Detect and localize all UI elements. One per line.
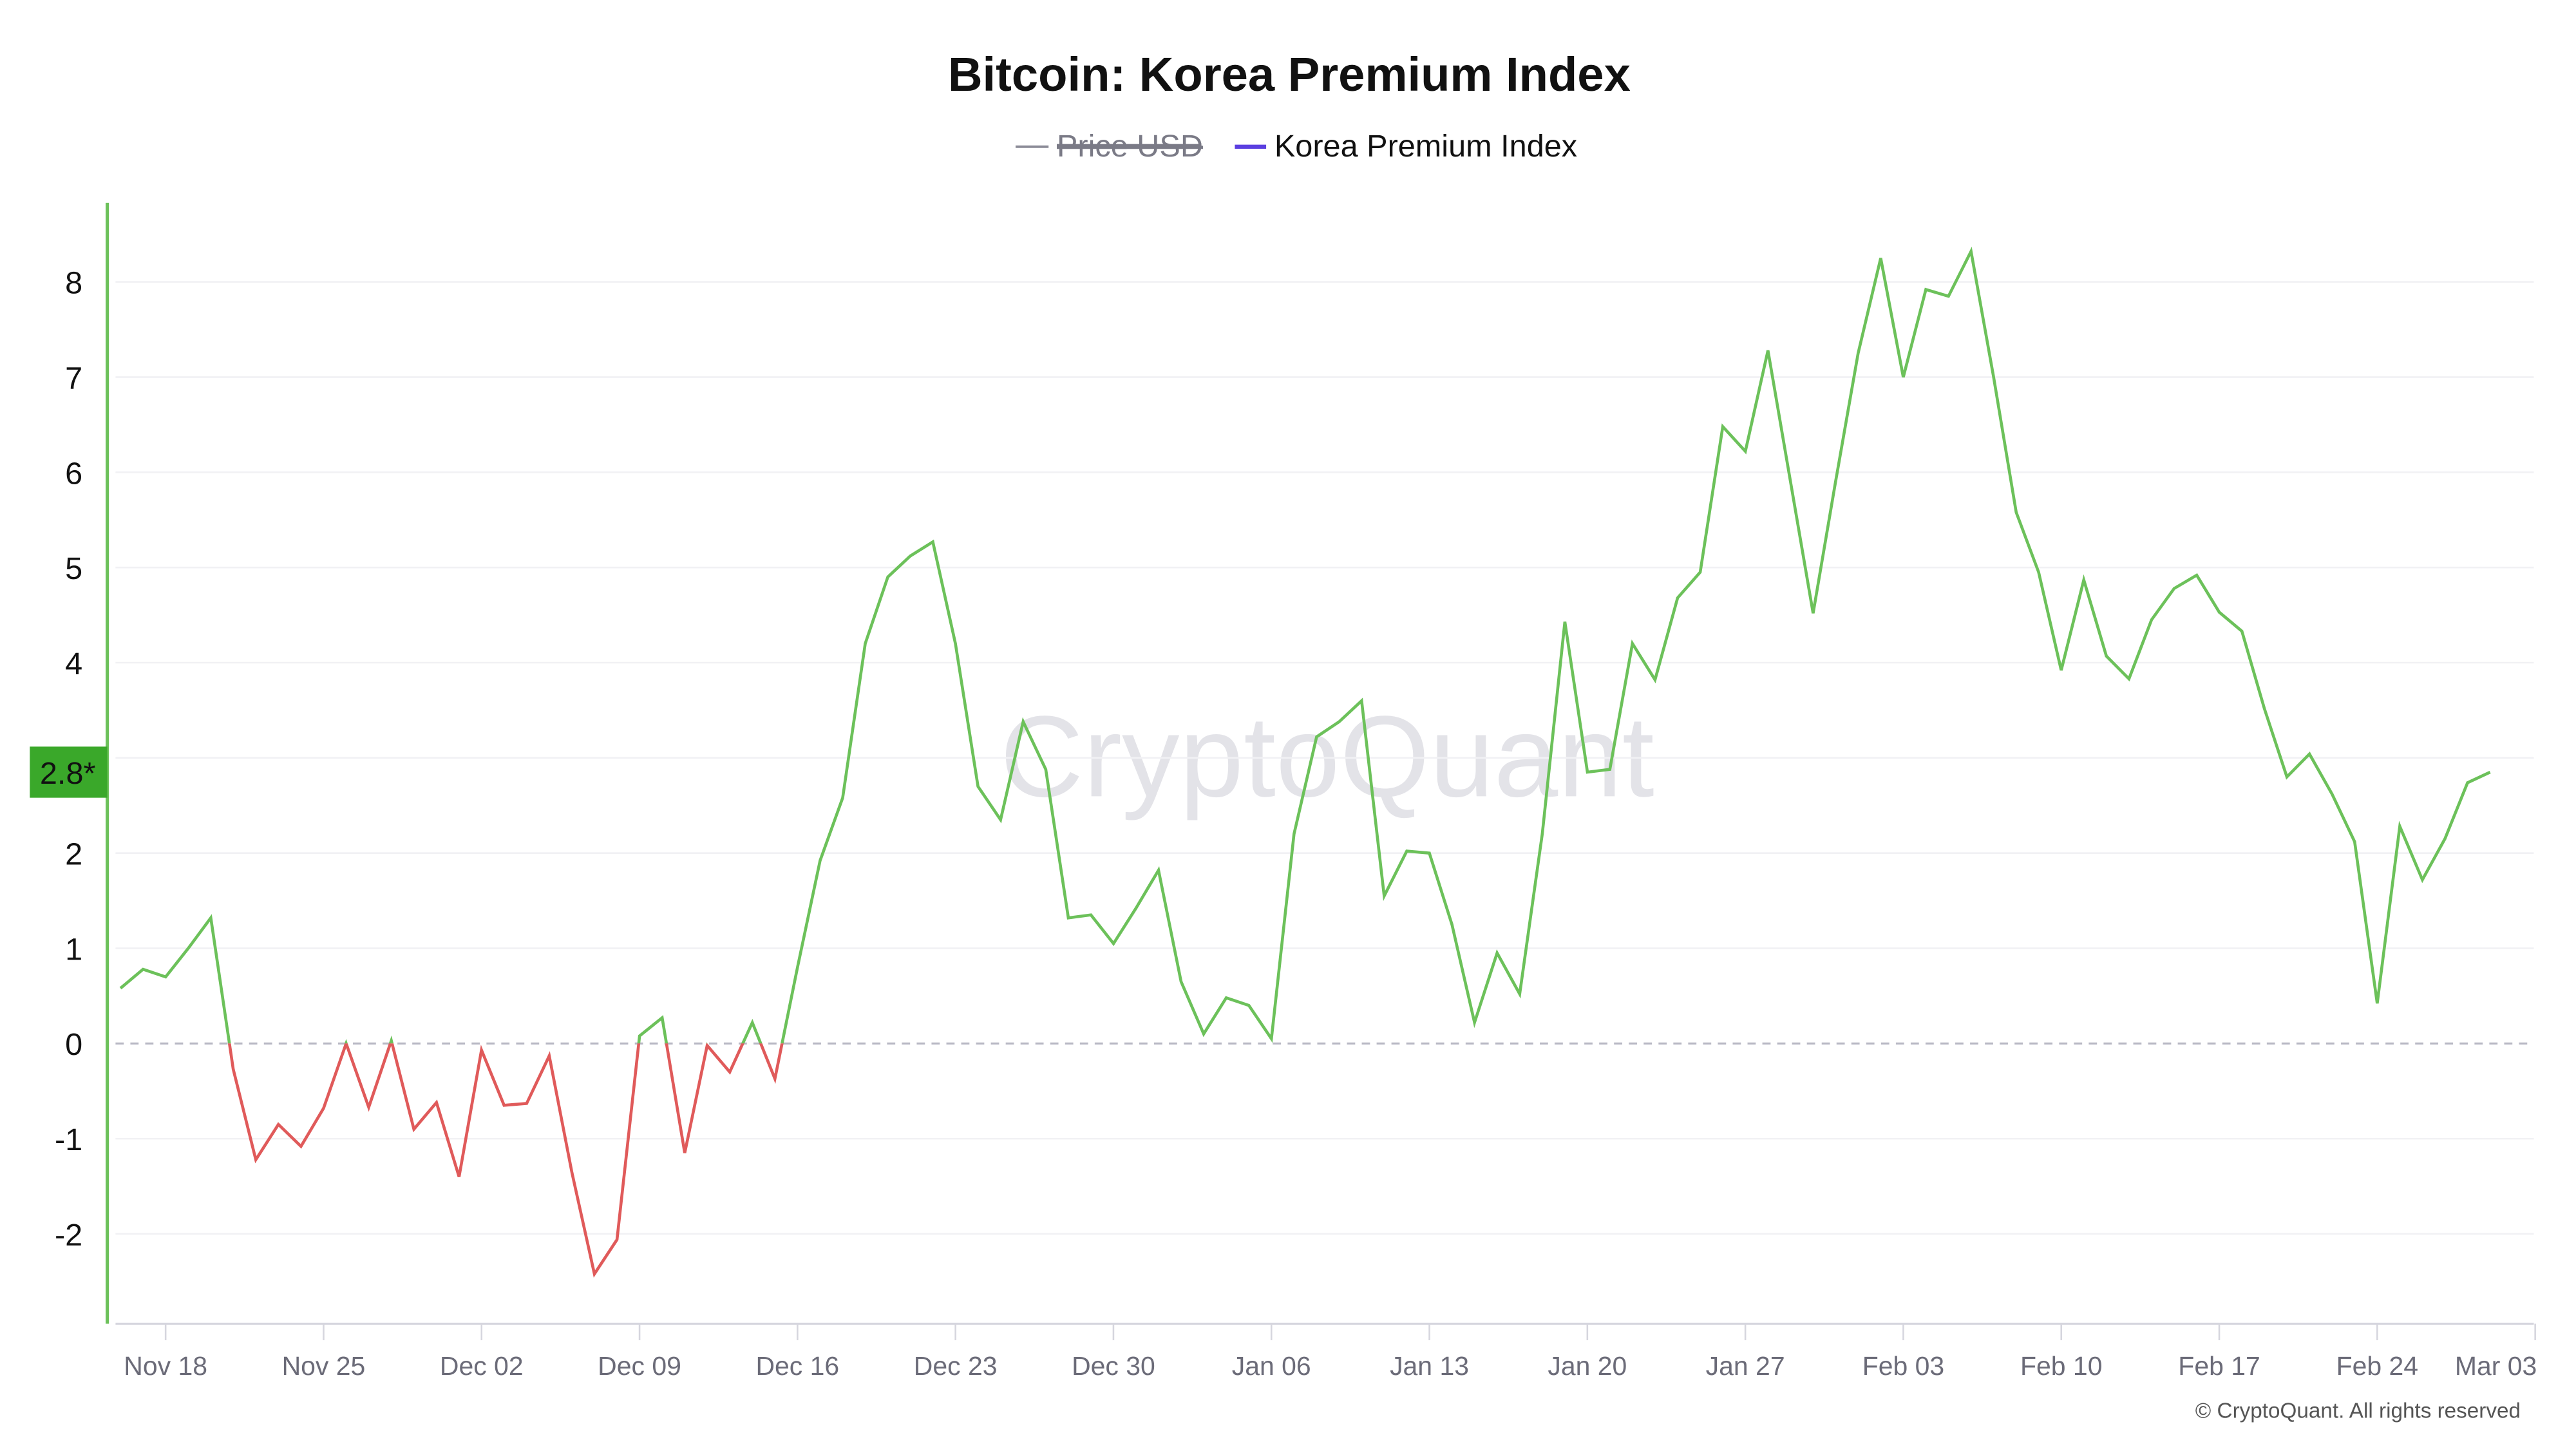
svg-text:Price USD: Price USD [1057,129,1203,164]
grid [115,281,2534,1235]
x-tick-label: Dec 30 [1072,1351,1155,1381]
y-axis: -2 -1 0 1 2 4 5 6 7 8 [55,266,82,1253]
y-tick-label: 2 [65,837,82,872]
y-tick-label: 1 [65,932,82,967]
x-tick-label: Dec 23 [914,1351,998,1381]
x-tick-label: Mar 03 [2455,1351,2537,1381]
y-tick-label: 8 [65,266,82,301]
y-tick-label: 7 [65,361,82,395]
svg-text:Korea Premium Index: Korea Premium Index [1274,129,1577,164]
legend-item-price-usd[interactable]: Price USD [1016,129,1203,164]
current-value-badge: 2.8* [30,746,108,798]
x-tick-label: Jan 20 [1548,1351,1627,1381]
legend: Price USD Korea Premium Index [1016,129,1577,164]
x-tick-label: Dec 02 [440,1351,524,1381]
x-tick-label: Nov 25 [282,1351,366,1381]
x-tick-label: Feb 17 [2178,1351,2260,1381]
x-axis: Nov 18 Nov 25 Dec 02 Dec 09 Dec 16 Dec 23 Dec … [124,1323,2537,1381]
y-tick-label: 6 [65,456,82,491]
series-line-negative [227,1043,784,1278]
svg-text:2.8*: 2.8* [40,756,96,791]
x-tick-label: Jan 06 [1232,1351,1311,1381]
x-tick-label: Jan 13 [1390,1351,1469,1381]
x-tick-label: Feb 10 [2020,1351,2102,1381]
x-tick-label: Dec 09 [598,1351,681,1381]
y-tick-label: 4 [65,647,82,681]
legend-item-korea-premium-index[interactable]: Korea Premium Index [1235,129,1577,164]
x-tick-label: Jan 27 [1706,1351,1785,1381]
copyright: © CryptoQuant. All rights reserved [2195,1399,2521,1423]
y-tick-label: -1 [55,1122,82,1157]
x-tick-label: Nov 18 [124,1351,207,1381]
y-tick-label: 5 [65,551,82,586]
chart-title: Bitcoin: Korea Premium Index [948,48,1631,101]
x-tick-label: Dec 16 [755,1351,839,1381]
x-tick-label: Feb 03 [1862,1351,1944,1381]
x-tick-label: Feb 24 [2336,1351,2418,1381]
y-tick-label: 0 [65,1027,82,1062]
y-tick-label: -2 [55,1218,82,1253]
series-line-positive [119,247,2491,1044]
